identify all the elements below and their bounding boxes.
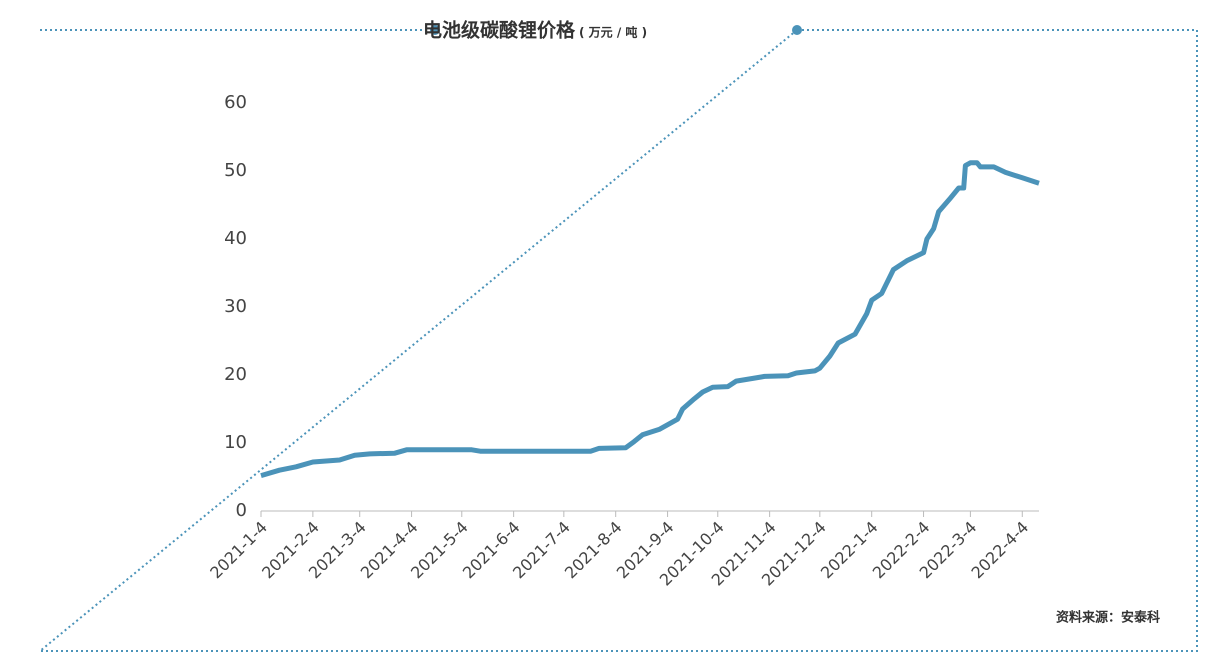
source-note: 资料来源：安泰科	[1056, 610, 1160, 626]
y-tick-label: 50	[224, 160, 247, 181]
chart-title: 电池级碳酸锂价格	[423, 19, 576, 42]
frame	[37, 29, 1198, 652]
y-tick-label: 30	[224, 296, 247, 317]
y-tick-label: 20	[224, 364, 247, 385]
x-tick-label: 2022-4-4	[967, 518, 1032, 583]
y-tick-label: 0	[236, 500, 247, 521]
y-tick-label: 60	[224, 92, 247, 113]
chart-unit: ( 万元 / 吨 )	[579, 25, 647, 40]
y-tick-label: 40	[224, 228, 247, 249]
y-tick-label: 10	[224, 432, 247, 453]
frame-dot	[430, 25, 440, 35]
frame-dot	[792, 25, 802, 35]
price-line	[260, 160, 1040, 478]
